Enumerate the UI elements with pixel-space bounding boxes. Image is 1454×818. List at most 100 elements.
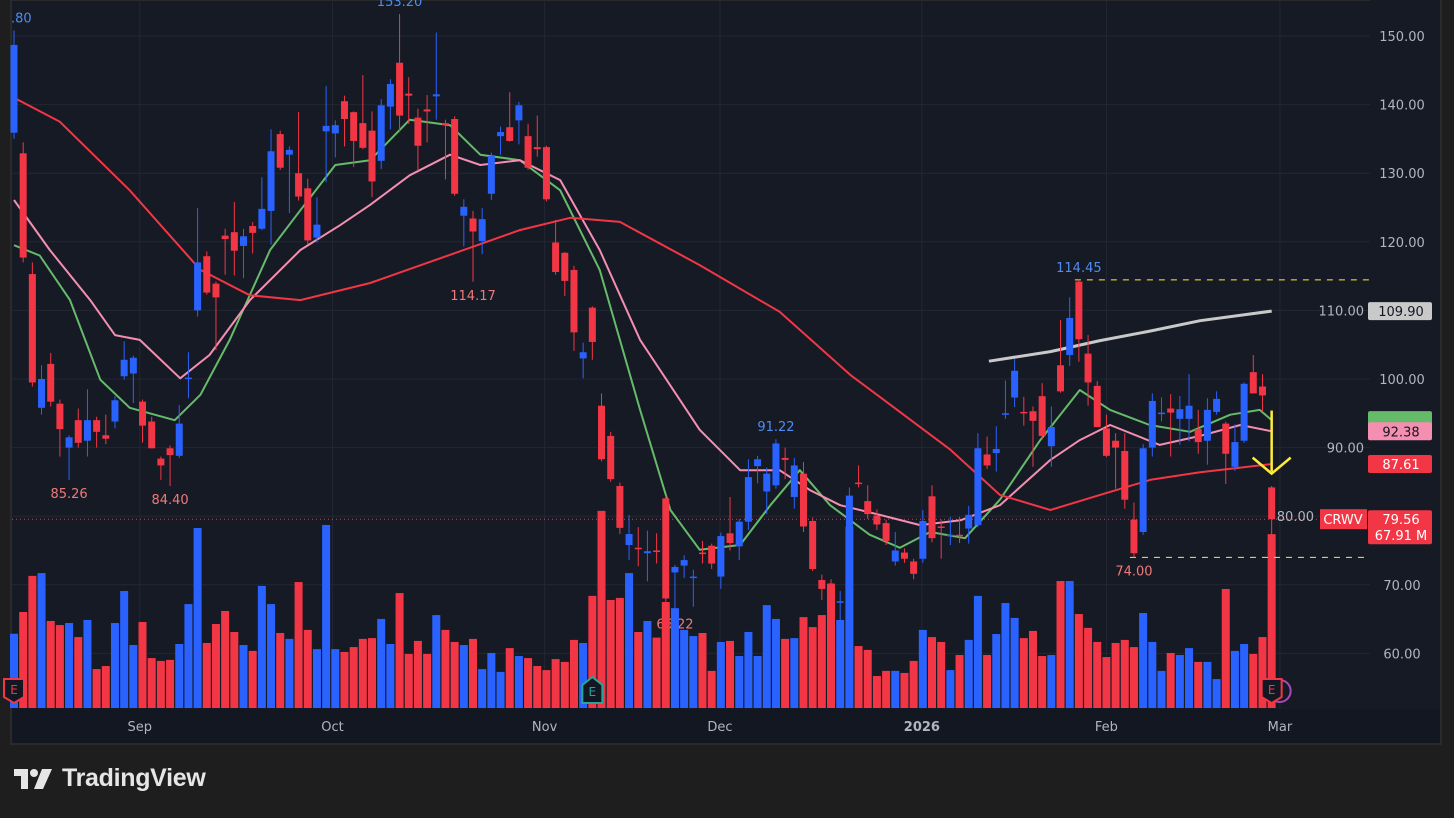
dashed-levels (1074, 279, 1370, 558)
candle-body (1084, 353, 1092, 383)
candle-body (772, 443, 780, 486)
candle-body (671, 566, 679, 573)
volume-bar (698, 632, 707, 708)
candle-body (744, 477, 752, 522)
volume-bar (753, 656, 762, 708)
volume-bar (83, 619, 92, 708)
candle-body (946, 534, 954, 537)
volume-bar (1111, 642, 1120, 708)
price-extreme-label-high: 114.45 (1056, 261, 1102, 276)
volume-bar (680, 629, 689, 708)
candle-body (818, 579, 826, 589)
volume-bar (1203, 661, 1212, 708)
volume-bar (184, 604, 193, 708)
volume-bar (395, 593, 404, 708)
volume-bar (1001, 603, 1010, 708)
volume-bar (1056, 581, 1065, 708)
candle-body (111, 400, 119, 422)
candle-body (221, 235, 229, 240)
price-axis-tick-label: 120.00 (1379, 236, 1425, 251)
time-axis[interactable] (12, 709, 1440, 743)
candle-body (809, 521, 817, 570)
candle-body (1240, 383, 1248, 441)
candle-body (1121, 451, 1129, 500)
volume-bar (276, 632, 285, 708)
symbol-tag: CRWV (1323, 513, 1362, 528)
candle-body (184, 377, 192, 380)
candle-body (1249, 372, 1257, 394)
volume-bar (762, 605, 771, 708)
candle-body (625, 534, 633, 546)
volume-bar (322, 524, 331, 708)
candle-body (139, 401, 147, 426)
volume-bar (955, 655, 964, 708)
time-axis-tick-label: Oct (321, 720, 343, 735)
volume-bar (377, 618, 386, 708)
volume-bar (37, 573, 46, 708)
moving-average-ma_fast (13, 118, 1273, 551)
volume-bar (872, 676, 881, 708)
volume-bar (579, 642, 588, 708)
volume-bar (983, 655, 992, 708)
candle-body (93, 420, 101, 432)
volume-bar (193, 528, 202, 708)
candle-body (717, 536, 725, 577)
price-axis-tick-label: 100.00 (1379, 373, 1425, 388)
candle-body (763, 473, 771, 492)
volume-bar (285, 638, 294, 708)
tradingview-logo[interactable]: TradingView (14, 764, 206, 793)
candle-body (194, 262, 202, 311)
volume-bar (689, 636, 698, 708)
candle-body (396, 62, 404, 116)
volume-bar (1221, 588, 1230, 708)
volume-bar (891, 670, 900, 708)
price-extreme-label-high: 153.20 (377, 0, 423, 10)
candle-body (28, 274, 36, 383)
candle-body (1203, 409, 1211, 441)
volume-bar (781, 638, 790, 708)
candle-body (322, 125, 330, 132)
volume-bar (1212, 679, 1221, 708)
price-axis[interactable] (1370, 0, 1440, 709)
volume-bar (1139, 613, 1148, 708)
time-axis-tick-label: Nov (532, 720, 558, 735)
candle-body (350, 112, 358, 141)
candle-body (102, 435, 110, 439)
price-axis-labels: 150.00 140.00 130.00 120.00 110.00 100.00 90.0… (1277, 30, 1425, 662)
candle-body (1093, 385, 1101, 428)
candle-body (579, 352, 587, 359)
volume-bar (230, 631, 239, 708)
candle-body (1112, 440, 1120, 448)
candle-body (662, 498, 670, 599)
volume-bar (707, 670, 716, 708)
candle-body (1130, 519, 1138, 554)
volume-bar (1019, 638, 1028, 708)
price-axis-tick-label: 90.00 (1327, 442, 1364, 457)
volume-bar (101, 666, 110, 708)
candle-body (478, 219, 486, 242)
moving-average-ma_long (988, 309, 1272, 363)
price-tag-ma_mid: 92.38 (1382, 425, 1419, 440)
volume-bar (882, 670, 891, 708)
volume-bar (1084, 627, 1093, 708)
candles (10, 14, 1276, 633)
volume-bar (790, 638, 799, 708)
candle-body (653, 550, 661, 552)
volume-bar (459, 645, 468, 708)
price-axis-tick-label: 130.00 (1379, 167, 1425, 182)
chart-frame (10, 0, 1442, 745)
arrow-annotation[interactable] (1251, 410, 1292, 476)
volume-bar (239, 645, 248, 708)
volume-bar (1185, 648, 1194, 708)
candle-body (386, 84, 394, 107)
candle-body (1158, 412, 1165, 415)
price-tag-ma_slow: 87.61 (1382, 458, 1419, 473)
candle-body (148, 421, 156, 449)
volume-bars (10, 510, 1276, 708)
volume-bar (918, 629, 927, 708)
time-axis-tick-label: Mar (1268, 720, 1293, 735)
candle-body (1258, 386, 1266, 396)
candle-body (799, 473, 807, 527)
